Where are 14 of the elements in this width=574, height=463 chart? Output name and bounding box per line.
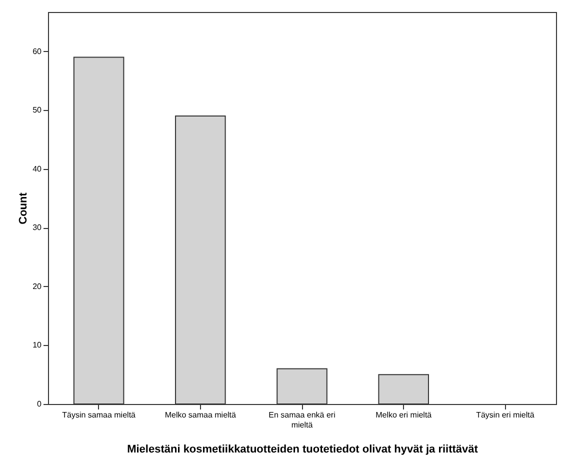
x-axis-title: Mielestäni kosmetiikkatuotteiden tuotetiedot olivat hyvät ja riittävät xyxy=(127,444,478,456)
y-tick-label: 20 xyxy=(32,282,42,291)
x-tick-label: Melko eri mieltä xyxy=(376,410,432,420)
x-tick-label: Täysin eri mieltä xyxy=(476,410,535,420)
x-tick-label: En samaa enkä eri mieltä xyxy=(268,410,336,430)
y-tick-label: 0 xyxy=(37,400,42,408)
x-tick-label: Melko samaa mieltä xyxy=(164,410,237,420)
y-tick-label: 30 xyxy=(32,223,42,232)
y-axis-title: Count xyxy=(18,192,30,224)
y-tick-label: 60 xyxy=(32,46,42,56)
x-tick-label: Täysin samaa mieltä xyxy=(62,410,136,420)
y-tick-label: 10 xyxy=(32,340,42,350)
y-tick-label: 50 xyxy=(32,106,42,115)
y-tick-label: 40 xyxy=(32,164,42,174)
